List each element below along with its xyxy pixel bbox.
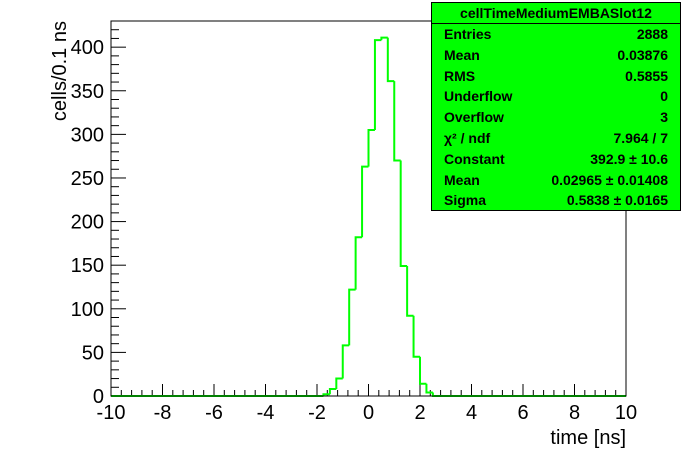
- y-tick-label: 350: [71, 81, 104, 103]
- stat-value: 0.03876: [617, 46, 668, 63]
- y-tick-label: 400: [71, 37, 104, 59]
- stat-row-rms: RMS 0.5855: [432, 66, 680, 87]
- y-tick-label: 0: [93, 386, 104, 408]
- histogram-bin: [425, 383, 433, 394]
- y-axis-title: cells/0.1 ns: [49, 21, 71, 121]
- histogram-bin: [412, 315, 420, 358]
- histogram-bin: [361, 165, 369, 238]
- stat-row-chi2-ndf: χ² / ndf 7.964 / 7: [432, 128, 680, 149]
- stat-value: 3: [660, 109, 668, 126]
- stat-row-underflow: Underflow 0: [432, 86, 680, 107]
- stat-row-sigma: Sigma 0.5838 ± 0.0165: [432, 190, 680, 211]
- x-tick-label: -2: [308, 402, 326, 424]
- x-tick-label: 8: [569, 402, 580, 424]
- y-tick-label: 300: [71, 124, 104, 146]
- histogram-bin: [341, 344, 350, 379]
- stat-value: 0.5855: [625, 67, 668, 84]
- stat-label: Mean: [444, 46, 480, 63]
- y-tick-label: 250: [71, 168, 104, 190]
- histogram-bin: [335, 377, 343, 390]
- x-axis-title: time [ns]: [550, 427, 626, 449]
- stat-label: Sigma: [444, 192, 487, 209]
- histogram-bin: [399, 160, 408, 268]
- histogram-bin: [431, 392, 626, 397]
- stat-value: 0.5838 ± 0.0165: [566, 192, 668, 209]
- histogram-bin: [373, 39, 382, 131]
- statistics-box: cellTimeMediumEMBASlot12 Entries 2888 Me…: [431, 2, 681, 211]
- histogram-bin: [406, 266, 414, 317]
- stat-row-constant: Constant 392.9 ± 10.6: [432, 149, 680, 170]
- stat-row-mean: Mean 0.03876: [432, 45, 680, 66]
- x-tick-label: 10: [615, 402, 637, 424]
- histogram-bin: [367, 129, 375, 167]
- stat-value: 0.02965 ± 0.01408: [551, 171, 668, 188]
- histogram-bin: [328, 388, 337, 395]
- x-tick-label: 6: [517, 402, 528, 424]
- y-tick-label: 150: [71, 255, 104, 277]
- x-tick-label: 0: [363, 402, 374, 424]
- histogram-bin: [393, 81, 401, 162]
- stat-label: RMS: [444, 67, 476, 84]
- stat-value: 7.964 / 7: [613, 129, 669, 146]
- y-tick-label: 200: [71, 212, 104, 234]
- stat-row-overflow: Overflow 3: [432, 107, 680, 128]
- x-tick-label: -10: [97, 402, 126, 424]
- stats-box-title: cellTimeMediumEMBASlot12: [432, 3, 680, 24]
- histogram-bin: [354, 236, 363, 290]
- stat-value: 2888: [636, 26, 668, 42]
- x-tick-label: 2: [414, 402, 425, 424]
- histogram-bin: [386, 37, 395, 83]
- stat-label: Underflow: [444, 88, 513, 105]
- stat-row-fit-mean: Mean 0.02965 ± 0.01408: [432, 170, 680, 191]
- stat-label: Constant: [444, 150, 505, 167]
- x-tick-label: -8: [154, 402, 172, 424]
- stat-value: 0: [660, 88, 668, 105]
- x-tick-label: -6: [205, 402, 223, 424]
- histogram-bin: [322, 393, 330, 396]
- stat-label: Entries: [444, 26, 492, 42]
- stat-value: 392.9 ± 10.6: [590, 150, 668, 167]
- x-tick-label: 4: [466, 402, 477, 424]
- stat-label: Overflow: [444, 109, 504, 126]
- tick-labels: -10 -8 -6 -4 -2 0 2 4 6 8 100501001502002503003504…: [71, 37, 638, 424]
- y-tick-label: 100: [71, 299, 104, 321]
- histogram-bin: [419, 356, 427, 385]
- y-tick-label: 50: [82, 342, 104, 364]
- histogram-bin: [348, 288, 356, 346]
- stat-row-entries: Entries 2888: [432, 24, 680, 45]
- stat-label: Mean: [444, 171, 480, 188]
- stat-label: χ² / ndf: [444, 129, 491, 146]
- histogram-bin: [380, 36, 388, 41]
- x-tick-label: -4: [257, 402, 275, 424]
